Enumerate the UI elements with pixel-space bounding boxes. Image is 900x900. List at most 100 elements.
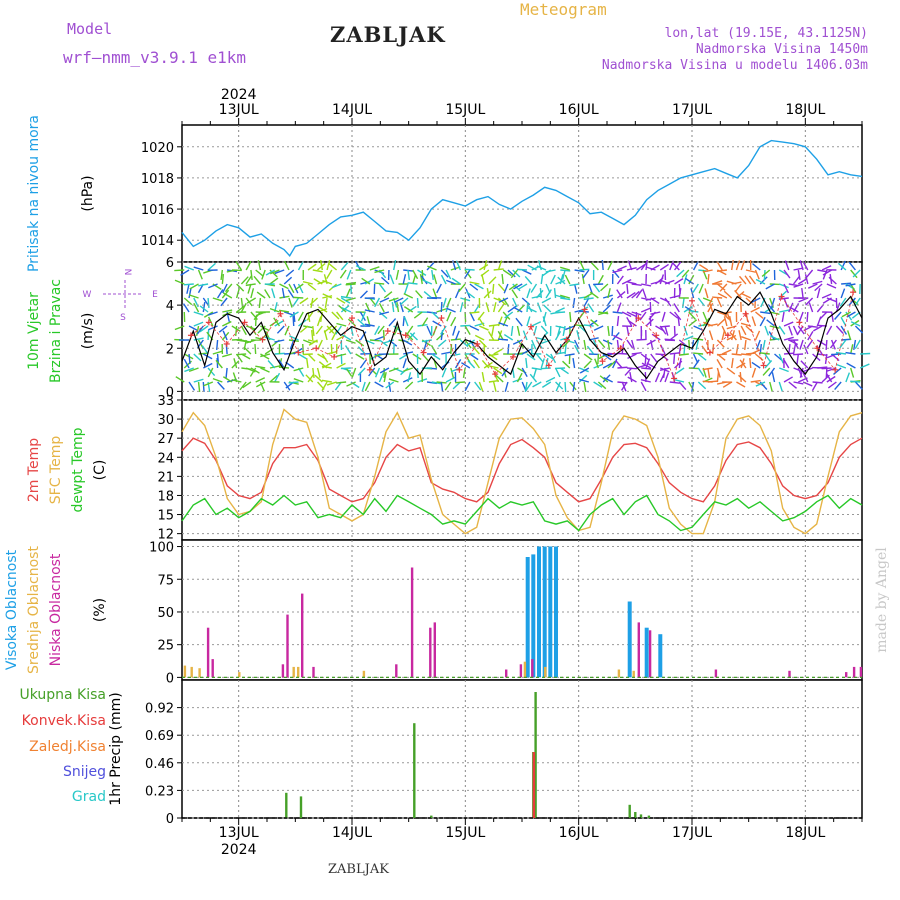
y-tick-label: 0.92 bbox=[145, 702, 174, 717]
wind-barb bbox=[621, 279, 632, 285]
cloud_low-bar bbox=[286, 614, 289, 678]
sfc_temp-line bbox=[181, 408, 863, 535]
wind-barb bbox=[535, 339, 543, 349]
wind-barb bbox=[550, 353, 557, 364]
wind-barb bbox=[788, 381, 797, 389]
wind-barb bbox=[572, 358, 576, 369]
wind-barb bbox=[845, 351, 856, 355]
wind-barb bbox=[600, 283, 609, 292]
wind-barb bbox=[221, 273, 225, 285]
wind-barb bbox=[502, 269, 512, 277]
x-tick-label-bottom: 15JUL bbox=[445, 825, 485, 841]
cloud_low-bar bbox=[505, 669, 508, 678]
compass-s: S bbox=[120, 313, 126, 323]
wind-barb bbox=[369, 297, 377, 307]
wind-barb bbox=[729, 316, 733, 327]
wind-barb bbox=[750, 306, 760, 313]
wind-barb bbox=[278, 359, 285, 369]
wind-barb bbox=[751, 361, 761, 369]
wind-barb bbox=[469, 283, 479, 291]
wind-barb bbox=[440, 301, 443, 313]
wind-barb bbox=[847, 330, 852, 341]
wind-barb bbox=[284, 311, 294, 316]
wind-barb bbox=[678, 353, 689, 356]
wind-barb bbox=[507, 343, 510, 355]
wind-barb bbox=[833, 367, 842, 375]
y-axis-label: (%) bbox=[92, 598, 108, 622]
wind-barb bbox=[202, 381, 205, 393]
wind-barb bbox=[593, 283, 604, 286]
wind-barb bbox=[707, 302, 714, 313]
x-tick-label-bottom: 16JUL bbox=[559, 825, 599, 841]
wind-barb bbox=[289, 311, 299, 318]
wind-barb bbox=[783, 359, 790, 369]
wind-barb bbox=[697, 297, 706, 307]
wind-barb bbox=[492, 283, 495, 295]
wind-barb bbox=[402, 358, 407, 369]
wind-barb bbox=[821, 367, 832, 370]
wind_speed-line bbox=[181, 291, 863, 380]
wind-barb bbox=[839, 297, 847, 307]
wind-barb bbox=[825, 373, 833, 383]
y-tick-label: 0 bbox=[166, 385, 174, 400]
wind-barb bbox=[841, 338, 852, 341]
wind-barb bbox=[299, 297, 309, 305]
wind-barb bbox=[664, 325, 669, 336]
wind-barb bbox=[560, 266, 571, 271]
precip-legend-label: Grad bbox=[72, 789, 106, 805]
cloud_mid-bar bbox=[544, 666, 547, 678]
x-tick-label-top: 15JUL bbox=[445, 102, 485, 118]
wind-barb bbox=[561, 269, 566, 280]
wind-barb bbox=[738, 330, 742, 341]
wind-barb bbox=[415, 290, 423, 299]
wind-barb bbox=[542, 316, 547, 327]
wind-barb bbox=[368, 367, 376, 377]
wind-barb bbox=[481, 372, 485, 383]
wind-barb bbox=[260, 353, 270, 360]
wind-barb bbox=[240, 302, 247, 313]
wind-barb bbox=[359, 331, 367, 341]
wind-barb bbox=[235, 325, 238, 337]
wind-barb bbox=[796, 353, 800, 365]
wind-barb bbox=[645, 297, 656, 301]
wind-barb bbox=[374, 269, 385, 274]
cloud_low-bar bbox=[395, 664, 398, 678]
wind-barb bbox=[293, 296, 304, 299]
wind-barb bbox=[615, 360, 623, 369]
wind-barb bbox=[635, 289, 643, 299]
wind-barb bbox=[341, 334, 352, 341]
wind-barb bbox=[255, 365, 266, 369]
wind-barb bbox=[402, 274, 407, 285]
wind-barb bbox=[716, 339, 725, 348]
wind-barb bbox=[250, 288, 255, 299]
wind-barb bbox=[693, 359, 700, 369]
wind-barb bbox=[302, 343, 304, 355]
wind-barb bbox=[193, 353, 202, 362]
wind-barb bbox=[739, 359, 747, 369]
wind-barb bbox=[188, 353, 191, 365]
cloud_mid-bar bbox=[198, 668, 201, 678]
wind-barb bbox=[469, 325, 480, 331]
wind-barb bbox=[826, 325, 833, 336]
y-axis-label: Srednja Oblacnost bbox=[26, 546, 42, 674]
dewpt-line bbox=[181, 494, 863, 532]
wind-barb bbox=[828, 276, 837, 285]
wind-barb bbox=[374, 335, 385, 341]
wind-barb bbox=[770, 297, 776, 308]
cloud_high-bar bbox=[554, 546, 558, 678]
wind-barb bbox=[532, 367, 538, 378]
wind-barb bbox=[186, 283, 190, 294]
wind-barb bbox=[607, 360, 616, 369]
wind-barb bbox=[294, 283, 304, 291]
wind-barb bbox=[524, 381, 528, 392]
wind-barb bbox=[391, 301, 395, 313]
wind-barb bbox=[497, 260, 503, 271]
wind-barb bbox=[452, 325, 457, 336]
wind-barb bbox=[562, 325, 566, 336]
wind-barb bbox=[702, 317, 710, 327]
wind-barb bbox=[835, 302, 841, 313]
wind-barb bbox=[611, 325, 614, 337]
wind-barb bbox=[703, 321, 713, 327]
wind-barb bbox=[807, 283, 818, 289]
wind-barb bbox=[203, 381, 214, 387]
